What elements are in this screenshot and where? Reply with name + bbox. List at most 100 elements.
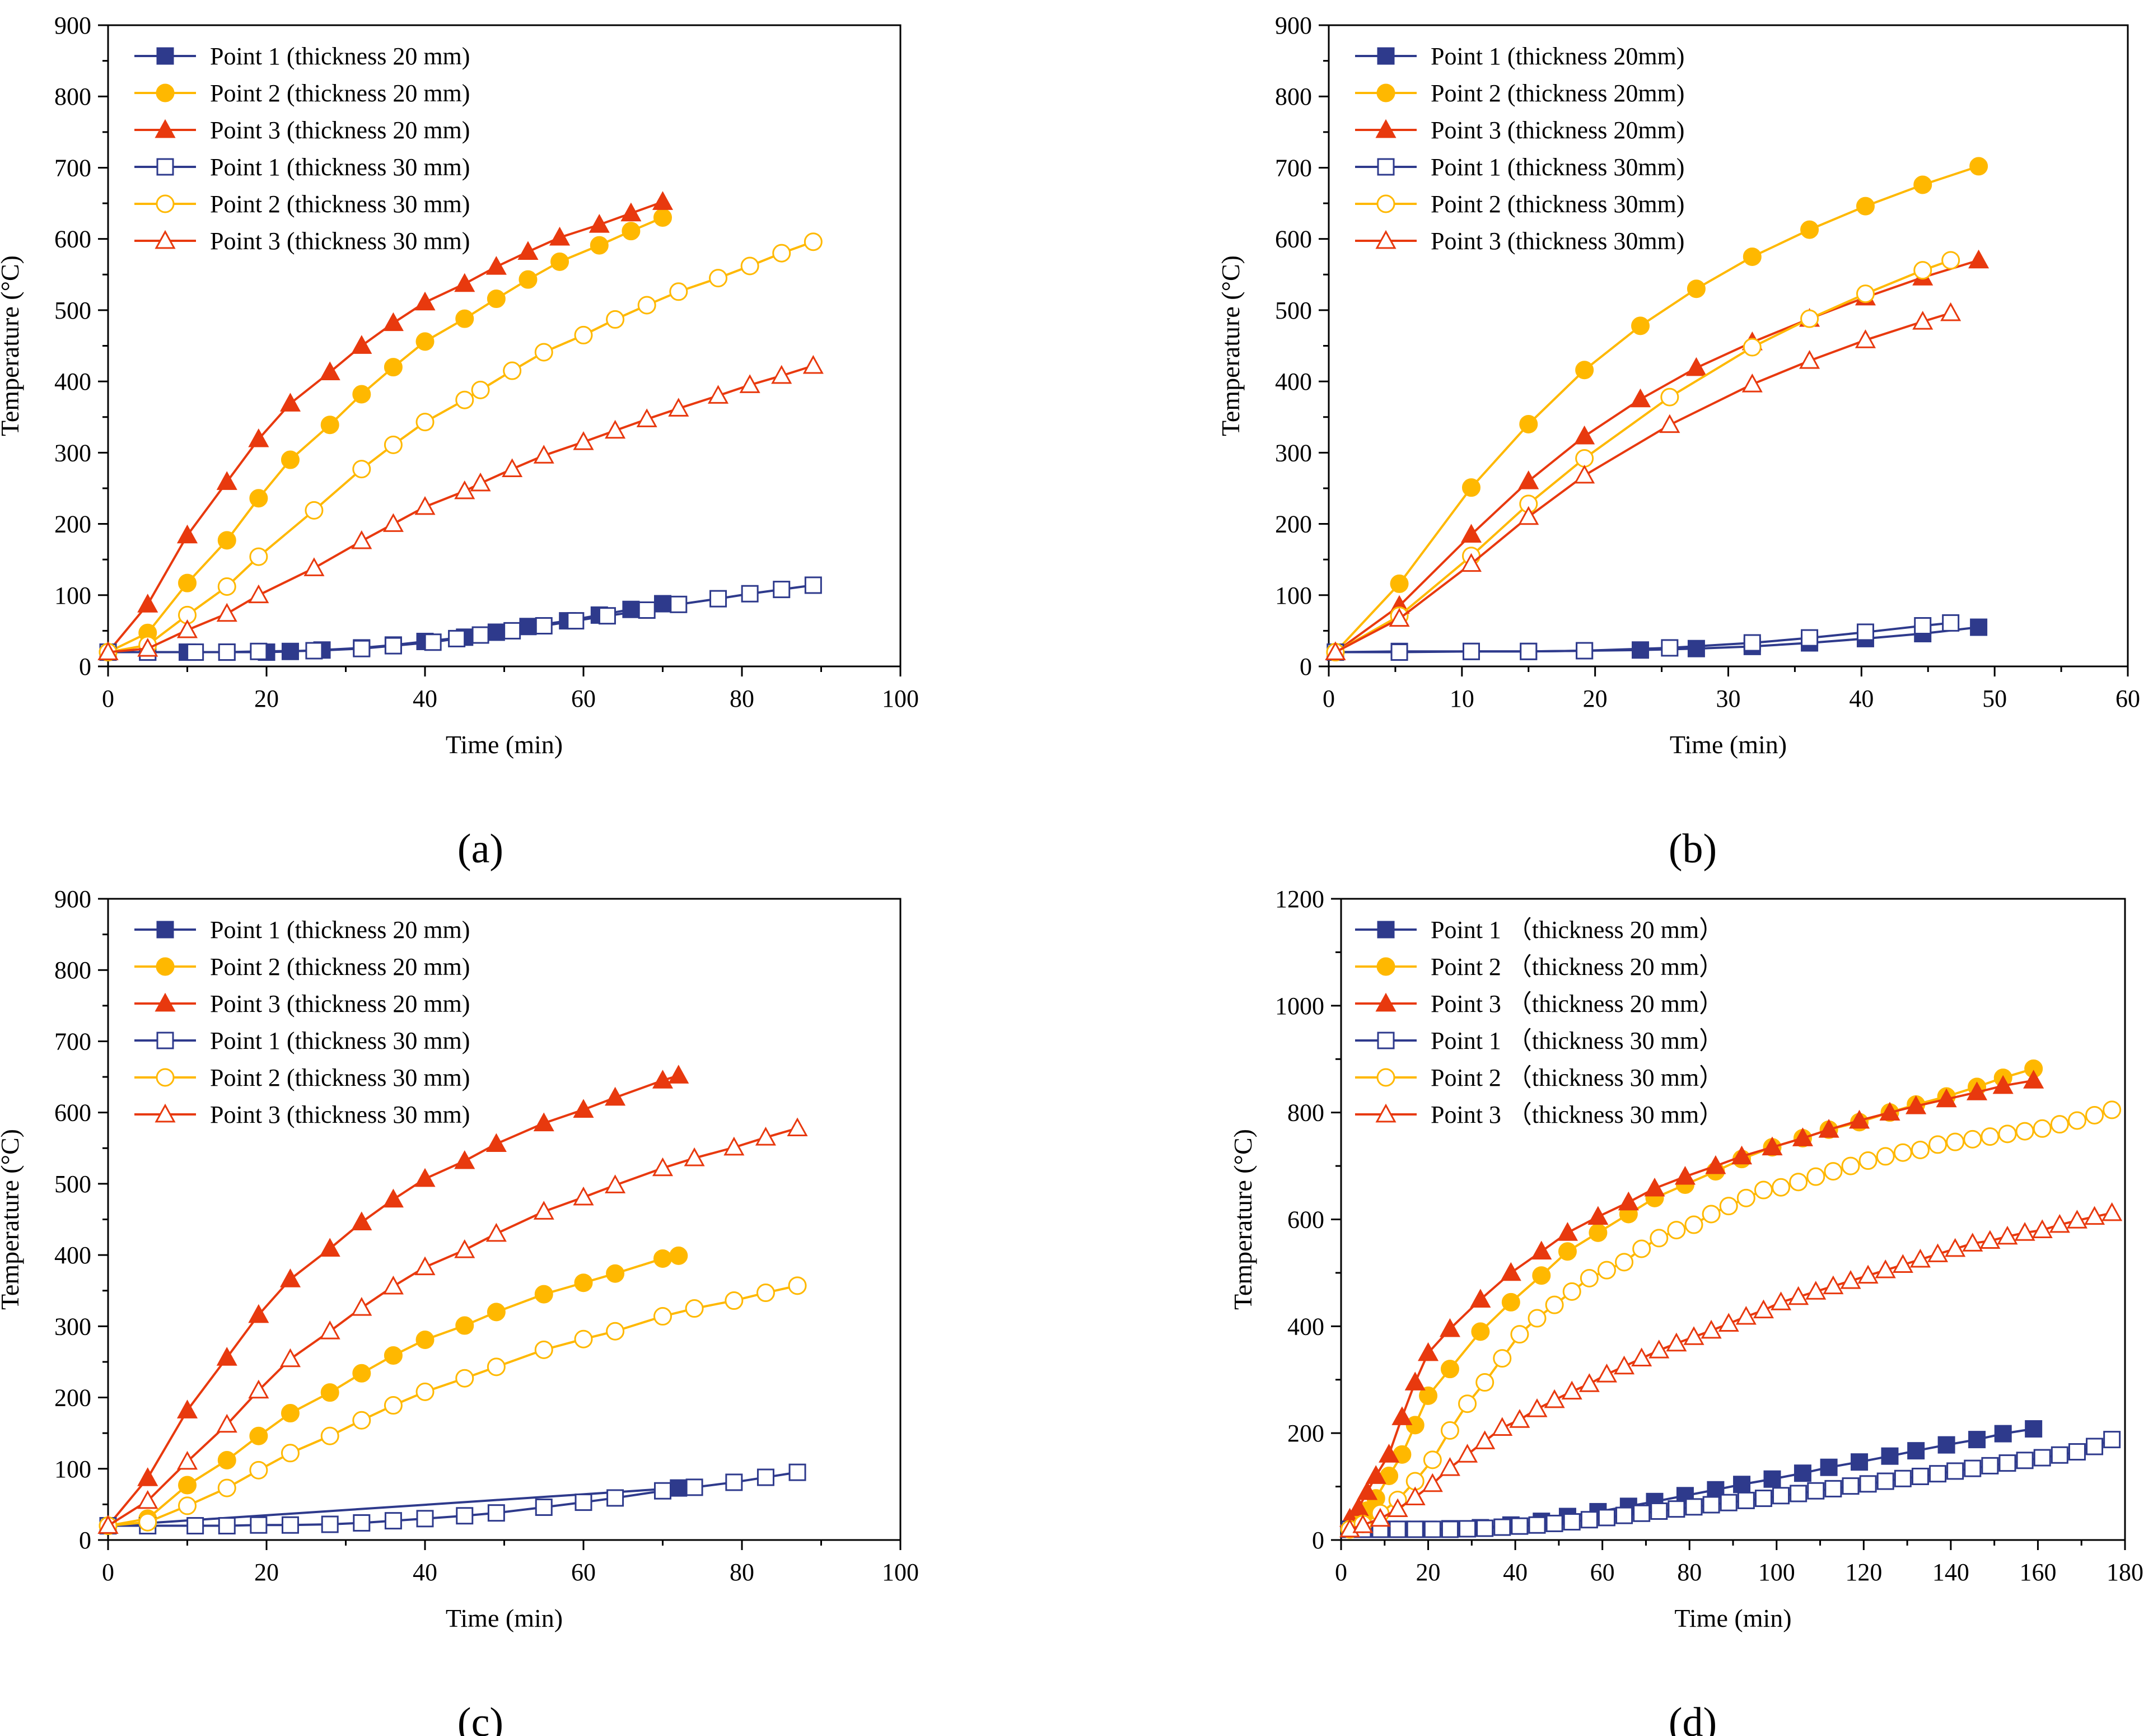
data-point (1998, 1124, 2017, 1144)
data-point (248, 1304, 269, 1323)
data-point (1493, 1518, 1511, 1536)
data-point (351, 1297, 372, 1316)
x-tick-label: 120 (1845, 1558, 1882, 1586)
y-tick-label: 400 (54, 368, 91, 395)
data-point (517, 241, 539, 260)
data-point (1743, 338, 1762, 357)
data-point (217, 1478, 236, 1497)
data-point (1510, 1325, 1529, 1344)
data-point (281, 1404, 300, 1423)
x-tick-label: 20 (254, 1558, 279, 1586)
data-point (1754, 1490, 1772, 1508)
data-point (1418, 1342, 1439, 1361)
data-point (249, 489, 268, 508)
x-tick-label: 20 (254, 685, 279, 712)
data-point (137, 637, 158, 657)
data-point (1913, 261, 1932, 280)
legend-marker (156, 957, 175, 976)
legend-entry: Point 3 (thickness 30 mm) (210, 227, 470, 255)
data-point (470, 472, 491, 492)
data-point (1471, 1322, 1490, 1341)
data-point (1598, 1509, 1615, 1527)
data-point (725, 1473, 743, 1491)
data-point (487, 1357, 506, 1376)
data-point (533, 445, 554, 464)
data-point (1668, 1500, 1685, 1518)
x-tick-label: 100 (882, 1558, 919, 1586)
data-point (2066, 1210, 2087, 1229)
data-point (2101, 1202, 2123, 1221)
legend-entry: Point 1 (thickness 20mm) (1431, 43, 1684, 70)
data-point (1511, 1517, 1529, 1535)
data-point (1460, 553, 1482, 572)
legend-marker (1376, 194, 1395, 213)
data-point (1841, 1156, 1860, 1175)
data-point (1687, 640, 1705, 657)
data-point (1940, 302, 1961, 321)
legend-marker (1377, 158, 1395, 176)
data-point (1518, 506, 1539, 525)
data-point (1964, 1459, 1982, 1477)
data-point (2014, 1222, 2035, 1241)
data-point (351, 335, 372, 354)
legend-entry: Point 2 (thickness 20 mm) (210, 80, 470, 107)
data-point (1661, 639, 1679, 657)
data-point (1946, 1462, 1964, 1480)
data-point (218, 1517, 236, 1535)
data-point (1772, 1178, 1791, 1197)
data-point (1629, 388, 1651, 408)
series-line (108, 240, 814, 654)
data-point (771, 365, 792, 384)
data-point (321, 1515, 339, 1533)
data-point (352, 460, 371, 479)
data-point (137, 594, 158, 613)
data-point (1701, 1319, 1722, 1339)
y-tick-label: 400 (1287, 1313, 1324, 1340)
legend-entry: Point 1 (thickness 20 mm) (210, 916, 470, 944)
data-point (1574, 425, 1595, 445)
x-tick-label: 0 (102, 1558, 114, 1586)
x-tick-label: 80 (1677, 1558, 1702, 1586)
y-tick-label: 100 (54, 1455, 91, 1483)
legend-marker (1375, 1103, 1397, 1123)
data-point (1702, 1205, 1721, 1224)
data-point (1562, 1282, 1581, 1301)
data-point (1820, 1458, 1838, 1476)
data-point (319, 1238, 340, 1257)
data-point (773, 581, 791, 599)
data-point (487, 290, 506, 309)
legend-marker (1377, 47, 1395, 65)
legend-marker (1375, 992, 1397, 1012)
data-point (549, 226, 571, 246)
data-point (637, 296, 656, 315)
y-tick-label: 500 (54, 1170, 91, 1198)
series-6 (97, 1117, 808, 1534)
data-point (574, 325, 593, 344)
legend-marker (1376, 83, 1395, 102)
y-tick-label: 500 (54, 297, 91, 324)
data-point (279, 1348, 301, 1368)
data-point (281, 1516, 299, 1534)
data-point (250, 1516, 268, 1534)
series-6 (1339, 1202, 2123, 1538)
data-point (1801, 629, 1819, 647)
data-point (1685, 1498, 1703, 1516)
data-point (1574, 464, 1595, 484)
data-point (384, 358, 403, 377)
data-point (1789, 1173, 1808, 1192)
data-point (1576, 642, 1594, 660)
data-point (1824, 1480, 1842, 1497)
data-point (1894, 1469, 1912, 1487)
data-point (281, 1444, 300, 1463)
panel-label: (d) (1669, 1700, 1717, 1736)
data-point (1849, 1109, 1870, 1129)
x-tick-label: 20 (1416, 1558, 1441, 1586)
data-point (454, 273, 475, 292)
data-point (1720, 1494, 1738, 1511)
data-point (606, 1489, 624, 1507)
data-point (1856, 197, 1875, 216)
data-point (1423, 1520, 1441, 1538)
data-point (1687, 279, 1706, 298)
legend-marker (1377, 1032, 1395, 1049)
data-point (1963, 1130, 1982, 1149)
